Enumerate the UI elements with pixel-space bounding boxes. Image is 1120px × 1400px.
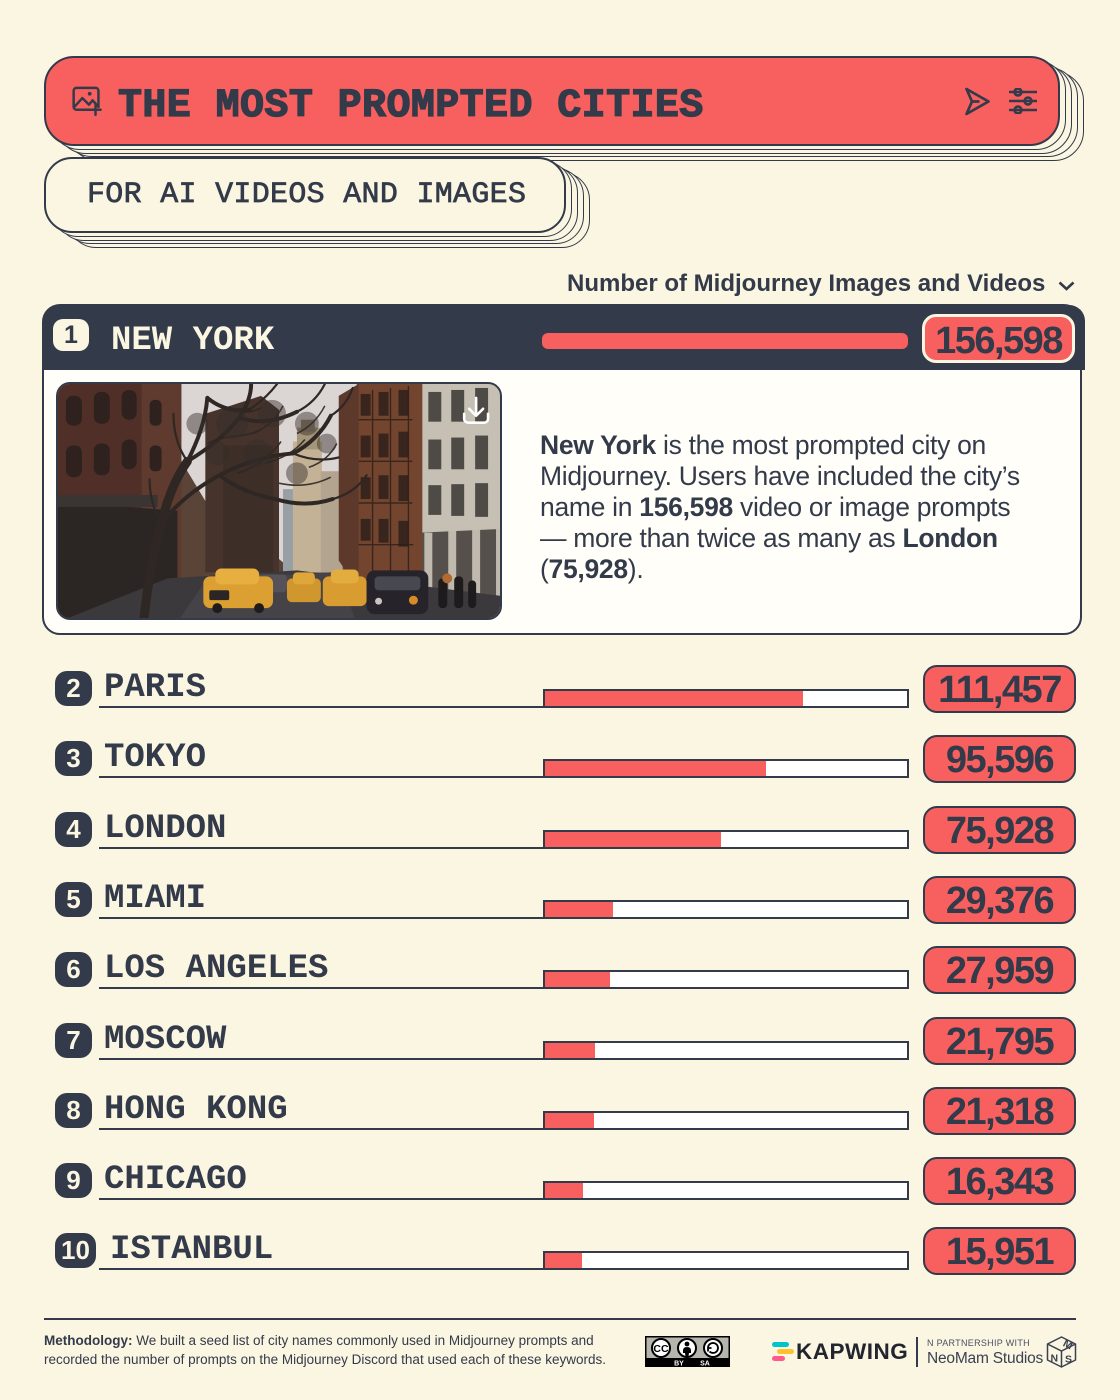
svg-text:BY: BY — [674, 1361, 684, 1368]
svg-text:CC: CC — [653, 1343, 669, 1355]
svg-text:N: N — [1051, 1353, 1059, 1365]
svg-text:KAPWING: KAPWING — [796, 1339, 908, 1364]
svg-text:S: S — [1065, 1354, 1072, 1366]
svg-text:SA: SA — [700, 1361, 710, 1368]
